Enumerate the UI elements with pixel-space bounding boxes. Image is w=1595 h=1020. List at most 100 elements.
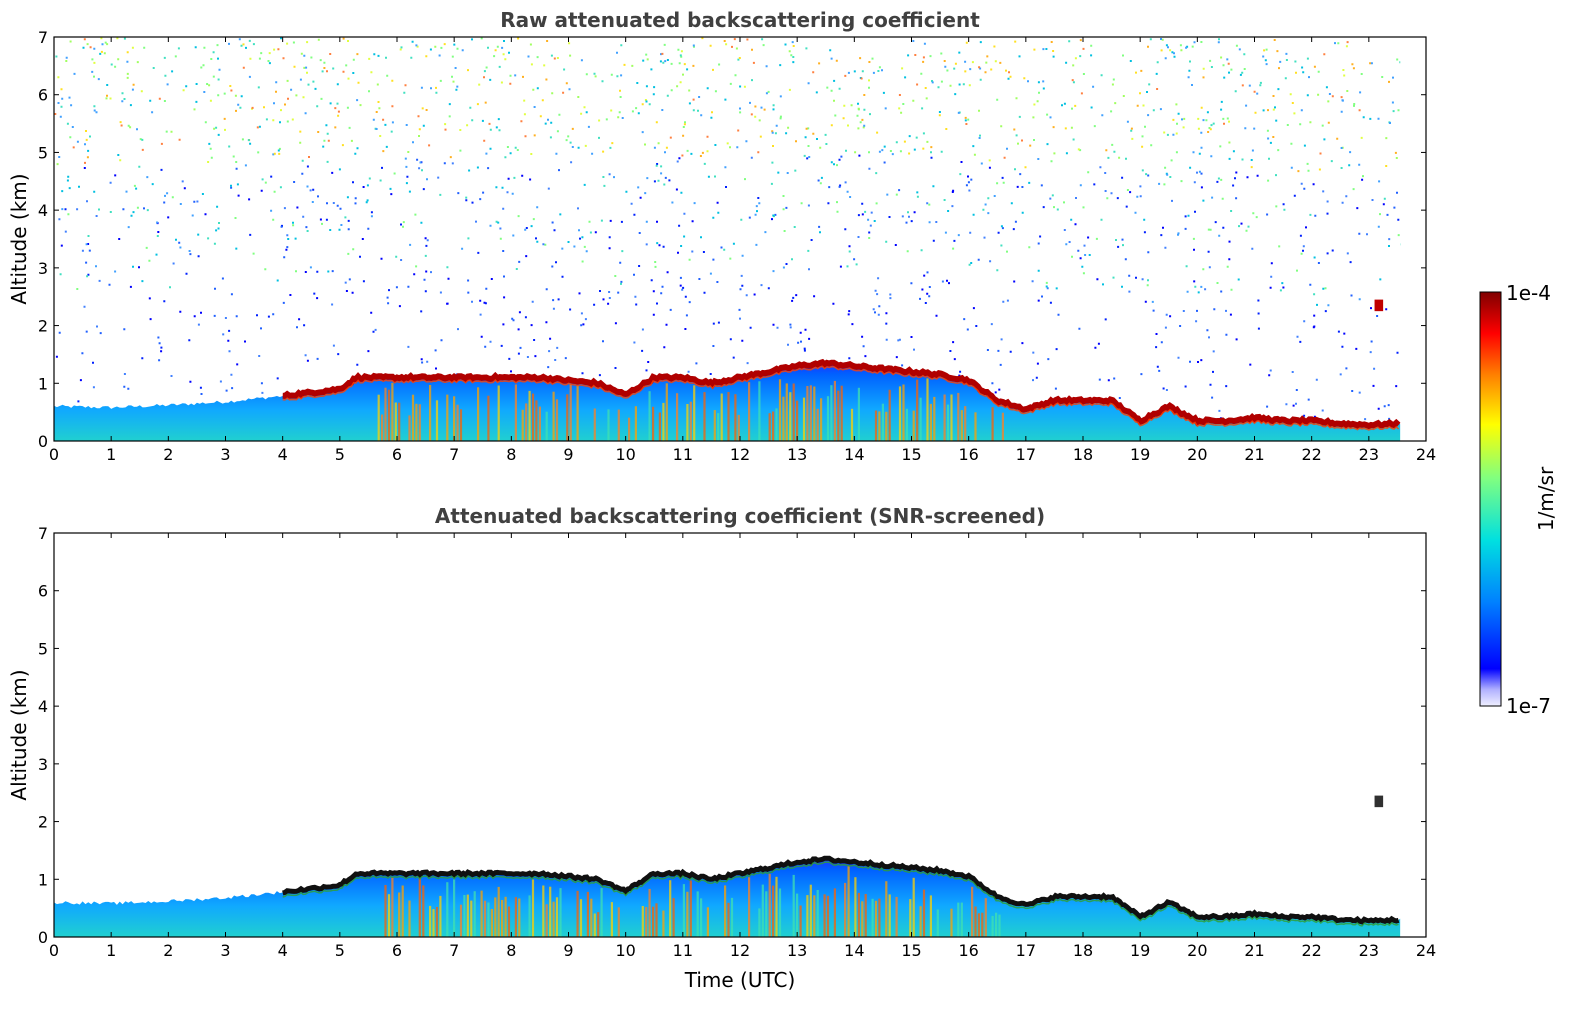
convective-streak xyxy=(782,396,785,441)
convective-streak xyxy=(922,889,926,937)
y-tick-label: 3 xyxy=(38,259,48,278)
y-tick-label: 5 xyxy=(38,639,48,658)
convective-streak xyxy=(391,877,394,937)
convective-streak xyxy=(898,386,902,441)
convective-streak xyxy=(689,880,692,937)
convective-streak xyxy=(545,411,548,441)
x-tick-label: 4 xyxy=(278,941,288,960)
convective-streak xyxy=(916,379,919,441)
y-axis-label: Altitude (km) xyxy=(7,173,31,304)
x-tick-label: 1 xyxy=(106,941,116,960)
convective-streak xyxy=(453,879,456,937)
x-tick-label: 20 xyxy=(1187,445,1207,464)
convective-streak xyxy=(778,379,782,441)
convective-streak xyxy=(737,414,740,441)
convective-streak xyxy=(696,891,699,937)
x-tick-label: 0 xyxy=(49,941,59,960)
convective-streak xyxy=(905,408,908,441)
cloud-patch xyxy=(1374,795,1384,808)
convective-streak xyxy=(957,392,960,441)
convective-streak xyxy=(555,399,559,441)
convective-streak xyxy=(593,913,596,937)
x-tick-label: 16 xyxy=(958,941,978,960)
convective-streak xyxy=(864,894,867,937)
convective-streak xyxy=(422,885,425,937)
convective-streak xyxy=(974,412,977,441)
convective-streak xyxy=(826,396,830,441)
convective-streak xyxy=(542,885,545,937)
convective-streak xyxy=(566,394,569,441)
convective-streak xyxy=(748,877,751,937)
convective-streak xyxy=(579,899,583,937)
convective-streak xyxy=(761,884,764,937)
layer-top-edge xyxy=(282,358,1401,430)
x-tick-label: 24 xyxy=(1416,445,1436,464)
convective-streak xyxy=(772,411,775,441)
convective-streak xyxy=(888,894,891,937)
convective-streak xyxy=(686,891,689,937)
convective-streak xyxy=(617,409,620,441)
x-tick-label: 4 xyxy=(278,445,288,464)
convective-streak xyxy=(466,894,469,937)
convective-streak xyxy=(727,392,730,441)
convective-streak xyxy=(411,394,415,441)
x-tick-label: 10 xyxy=(615,941,635,960)
layer-top-edge-halo xyxy=(282,365,1400,431)
convective-streak xyxy=(768,413,771,441)
noise-speckle xyxy=(60,37,1388,171)
convective-streak xyxy=(514,897,517,937)
convective-streak xyxy=(480,890,483,937)
convective-streak xyxy=(435,906,439,937)
x-tick-label: 18 xyxy=(1073,445,1093,464)
convective-streak xyxy=(473,891,476,937)
convective-streak xyxy=(796,400,799,441)
convective-streak xyxy=(888,389,891,441)
convective-streak xyxy=(439,895,442,937)
convective-streak xyxy=(504,896,507,937)
y-tick-label: 2 xyxy=(38,813,48,832)
convective-streak xyxy=(713,410,716,441)
convective-streak xyxy=(528,895,531,937)
convective-streak xyxy=(775,408,778,441)
boundary-layer xyxy=(54,37,1426,441)
y-tick-label: 6 xyxy=(38,582,48,601)
convective-streak xyxy=(936,909,939,937)
y-tick-label: 4 xyxy=(38,201,48,220)
x-tick-label: 13 xyxy=(787,941,807,960)
convective-streak xyxy=(991,915,994,937)
convective-streak xyxy=(477,387,480,441)
panel-title: Raw attenuated backscattering coefficien… xyxy=(500,8,980,32)
convective-streak xyxy=(418,877,421,937)
x-axis-label: Time (UTC) xyxy=(684,968,796,992)
convective-streak xyxy=(816,408,819,441)
convective-streak xyxy=(802,397,806,441)
convective-streak xyxy=(487,395,490,441)
convective-streak xyxy=(806,895,809,937)
y-ticks: 0 1 2 3 4 5 6 7 xyxy=(38,524,1426,947)
no-data-region xyxy=(1400,37,1426,441)
x-tick-label: 8 xyxy=(506,941,516,960)
convective-streak xyxy=(398,402,401,441)
convective-streak xyxy=(857,892,860,937)
convective-streak xyxy=(381,414,384,441)
convective-streak xyxy=(971,886,974,937)
convective-streak xyxy=(525,403,528,441)
convective-streak xyxy=(792,874,795,937)
convective-streak xyxy=(792,383,795,441)
x-tick-label: 0 xyxy=(49,445,59,464)
convective-streak xyxy=(453,396,456,441)
colorbar-max-label: 1e-4 xyxy=(1506,281,1551,305)
x-tick-label: 19 xyxy=(1130,941,1150,960)
convective-streak xyxy=(634,406,637,441)
layer-top-edge xyxy=(282,855,1400,925)
convective-streak xyxy=(981,912,984,937)
y-tick-label: 6 xyxy=(38,86,48,105)
convective-streak xyxy=(730,897,734,937)
convective-streak xyxy=(847,866,850,937)
convective-streak xyxy=(494,897,497,937)
x-tick-label: 2 xyxy=(163,941,173,960)
convective-streak xyxy=(446,394,449,441)
x-ticks: 0 1 2 3 4 5 6 7 8 9 10 11 12 13 14 15 16 17 18 19 20 21 22 23 24 xyxy=(49,533,1436,960)
convective-streak xyxy=(497,886,500,937)
convective-streak xyxy=(586,891,589,937)
